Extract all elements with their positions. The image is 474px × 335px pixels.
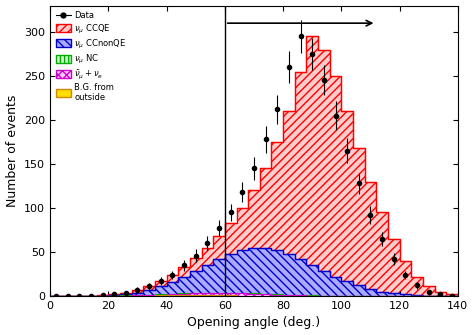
Polygon shape	[50, 293, 458, 296]
X-axis label: Opening angle (deg.): Opening angle (deg.)	[187, 317, 320, 329]
Y-axis label: Number of events: Number of events	[6, 94, 18, 207]
Polygon shape	[50, 292, 458, 296]
Polygon shape	[50, 37, 458, 296]
Legend: Data, $\nu_\mu$ CCQE, $\nu_\mu$ CCnonQE, $\nu_\mu$ NC, $\bar{\nu}_\mu + \nu_e$, : Data, $\nu_\mu$ CCQE, $\nu_\mu$ CCnonQE,…	[54, 10, 128, 104]
Polygon shape	[50, 248, 458, 296]
Polygon shape	[50, 295, 458, 296]
